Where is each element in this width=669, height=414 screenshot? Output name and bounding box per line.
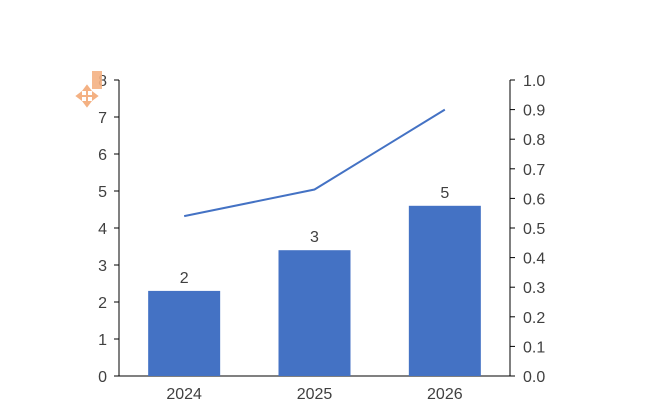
left-tick-label: 3	[98, 258, 107, 275]
right-tick-label: 0.4	[523, 251, 545, 268]
right-tick-label: 0.6	[523, 191, 545, 208]
line-series	[183, 108, 446, 218]
bar-data-label: 3	[310, 229, 319, 246]
right-tick-label: 0.0	[523, 369, 545, 386]
left-tick-label: 8	[98, 73, 107, 90]
series-line	[183, 108, 446, 218]
right-tick-label: 1.0	[523, 73, 545, 90]
right-tick-label: 0.3	[523, 280, 545, 297]
right-tick-label: 0.1	[523, 339, 545, 356]
move-handle-icon[interactable]	[75, 71, 102, 108]
move-arrows-icon[interactable]	[75, 84, 99, 108]
bar-data-label: 5	[440, 185, 449, 202]
x-tick-label: 2026	[427, 386, 463, 403]
left-y-axis: 0 1 2 3 4 5 6 7 8	[98, 73, 120, 386]
bar	[408, 205, 481, 376]
bar-data-label: 2	[180, 270, 189, 287]
bar	[278, 250, 351, 376]
bar-series	[148, 205, 481, 376]
left-tick-label: 5	[98, 184, 107, 201]
resize-handle-icon[interactable]	[92, 71, 102, 89]
right-tick-label: 0.9	[523, 103, 545, 120]
left-tick-label: 1	[98, 332, 107, 349]
left-tick-label: 0	[98, 369, 107, 386]
right-tick-label: 0.8	[523, 132, 545, 149]
bar-data-labels: 2 3 5	[180, 185, 450, 287]
x-tick-label: 2024	[166, 386, 202, 403]
x-tick-label: 2025	[297, 386, 333, 403]
right-y-axis: 0.0 0.1 0.2 0.3 0.4 0.5 0.6 0.7 0.8 0.9 1.0	[509, 73, 545, 386]
right-tick-label: 0.2	[523, 310, 545, 327]
right-tick-label: 0.5	[523, 221, 545, 238]
right-tick-label: 0.7	[523, 162, 545, 179]
left-tick-label: 2	[98, 295, 107, 312]
bar	[148, 290, 221, 376]
left-tick-label: 7	[98, 110, 107, 127]
left-tick-label: 6	[98, 147, 107, 164]
left-tick-label: 4	[98, 221, 107, 238]
x-axis: 2024 2025 2026	[119, 375, 510, 403]
